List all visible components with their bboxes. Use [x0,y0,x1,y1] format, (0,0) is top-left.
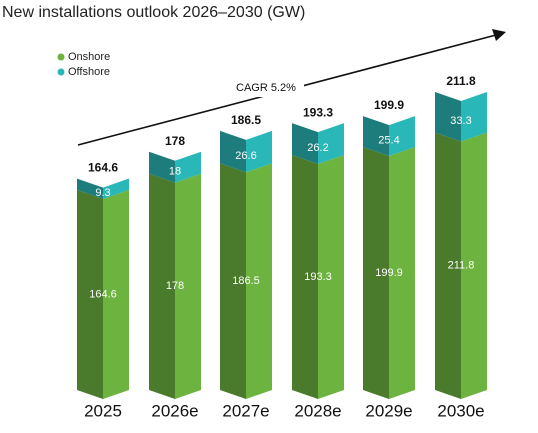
chart-title: New installations outlook 2026–2030 (GW) [2,4,305,21]
bar-face-left [363,116,389,156]
value-label: 25.4 [378,134,399,146]
x-tick-label: 2029e [365,401,412,420]
legend-label: Onshore [68,51,110,63]
bar-face-right [103,178,129,199]
bar-face-right [246,130,272,173]
value-label: 186.5 [232,275,260,287]
bar-segment [77,178,129,199]
value-label: 9.3 [95,187,110,199]
bar-face-right [318,123,344,164]
bar-face-right [103,189,129,399]
value-label: 178 [166,280,184,292]
bar-segment [363,146,415,399]
x-tick-label: 2028e [294,401,341,420]
x-tick-label: 2026e [151,401,198,420]
legend-swatch [57,53,65,61]
x-tick-label: 2027e [222,401,269,420]
bar-segment [149,173,201,399]
total-label: 186.5 [231,113,261,127]
bar-face-right [389,116,415,156]
bar-face-left [292,154,318,399]
bar-segment [292,123,344,164]
value-label: 164.6 [89,288,117,300]
bar-face-right [318,154,344,399]
bar-face-left [77,189,103,399]
bar-segment [220,130,272,173]
bar-face-left [220,130,246,173]
bar-segment [77,189,129,399]
bar-face-left [149,173,175,399]
bar-face-right [246,163,272,399]
bar-face-left [220,163,246,399]
bar-segment [292,154,344,399]
bar-segment [435,92,487,142]
cagr-label: CAGR 5.2% [236,82,296,94]
value-label: 18 [169,166,181,178]
value-label: 199.9 [375,267,403,279]
bar-face-left [435,132,461,399]
annotation-bg [228,79,304,97]
bar-face-left [363,146,389,399]
bar-face-left [292,123,318,164]
bar-segment [435,132,487,399]
bar-face-right [461,92,487,142]
legend-swatch [57,68,65,76]
x-tick-label: 2030e [437,401,484,420]
bar-face-left [435,92,461,142]
bar-face-right [175,151,201,183]
bar-face-right [389,146,415,399]
value-label: 26.2 [307,142,328,154]
arrow-head [492,29,506,41]
bar-segment [220,163,272,399]
total-label: 178 [165,134,185,148]
bar-segment [363,116,415,156]
bar-face-left [149,151,175,183]
value-label: 193.3 [304,271,332,283]
total-label: 199.9 [374,98,404,112]
total-label: 211.8 [446,74,476,88]
value-label: 33.3 [450,115,471,127]
bar-face-right [461,132,487,399]
legend-label: Offshore [68,66,110,78]
value-label: 26.6 [235,150,256,162]
total-label: 193.3 [303,105,333,119]
value-label: 211.8 [448,260,475,272]
bar-face-right [175,173,201,399]
x-tick-label: 2025 [84,401,122,420]
bar-segment [149,151,201,183]
total-label: 164.6 [88,161,118,175]
bar-face-left [77,178,103,199]
